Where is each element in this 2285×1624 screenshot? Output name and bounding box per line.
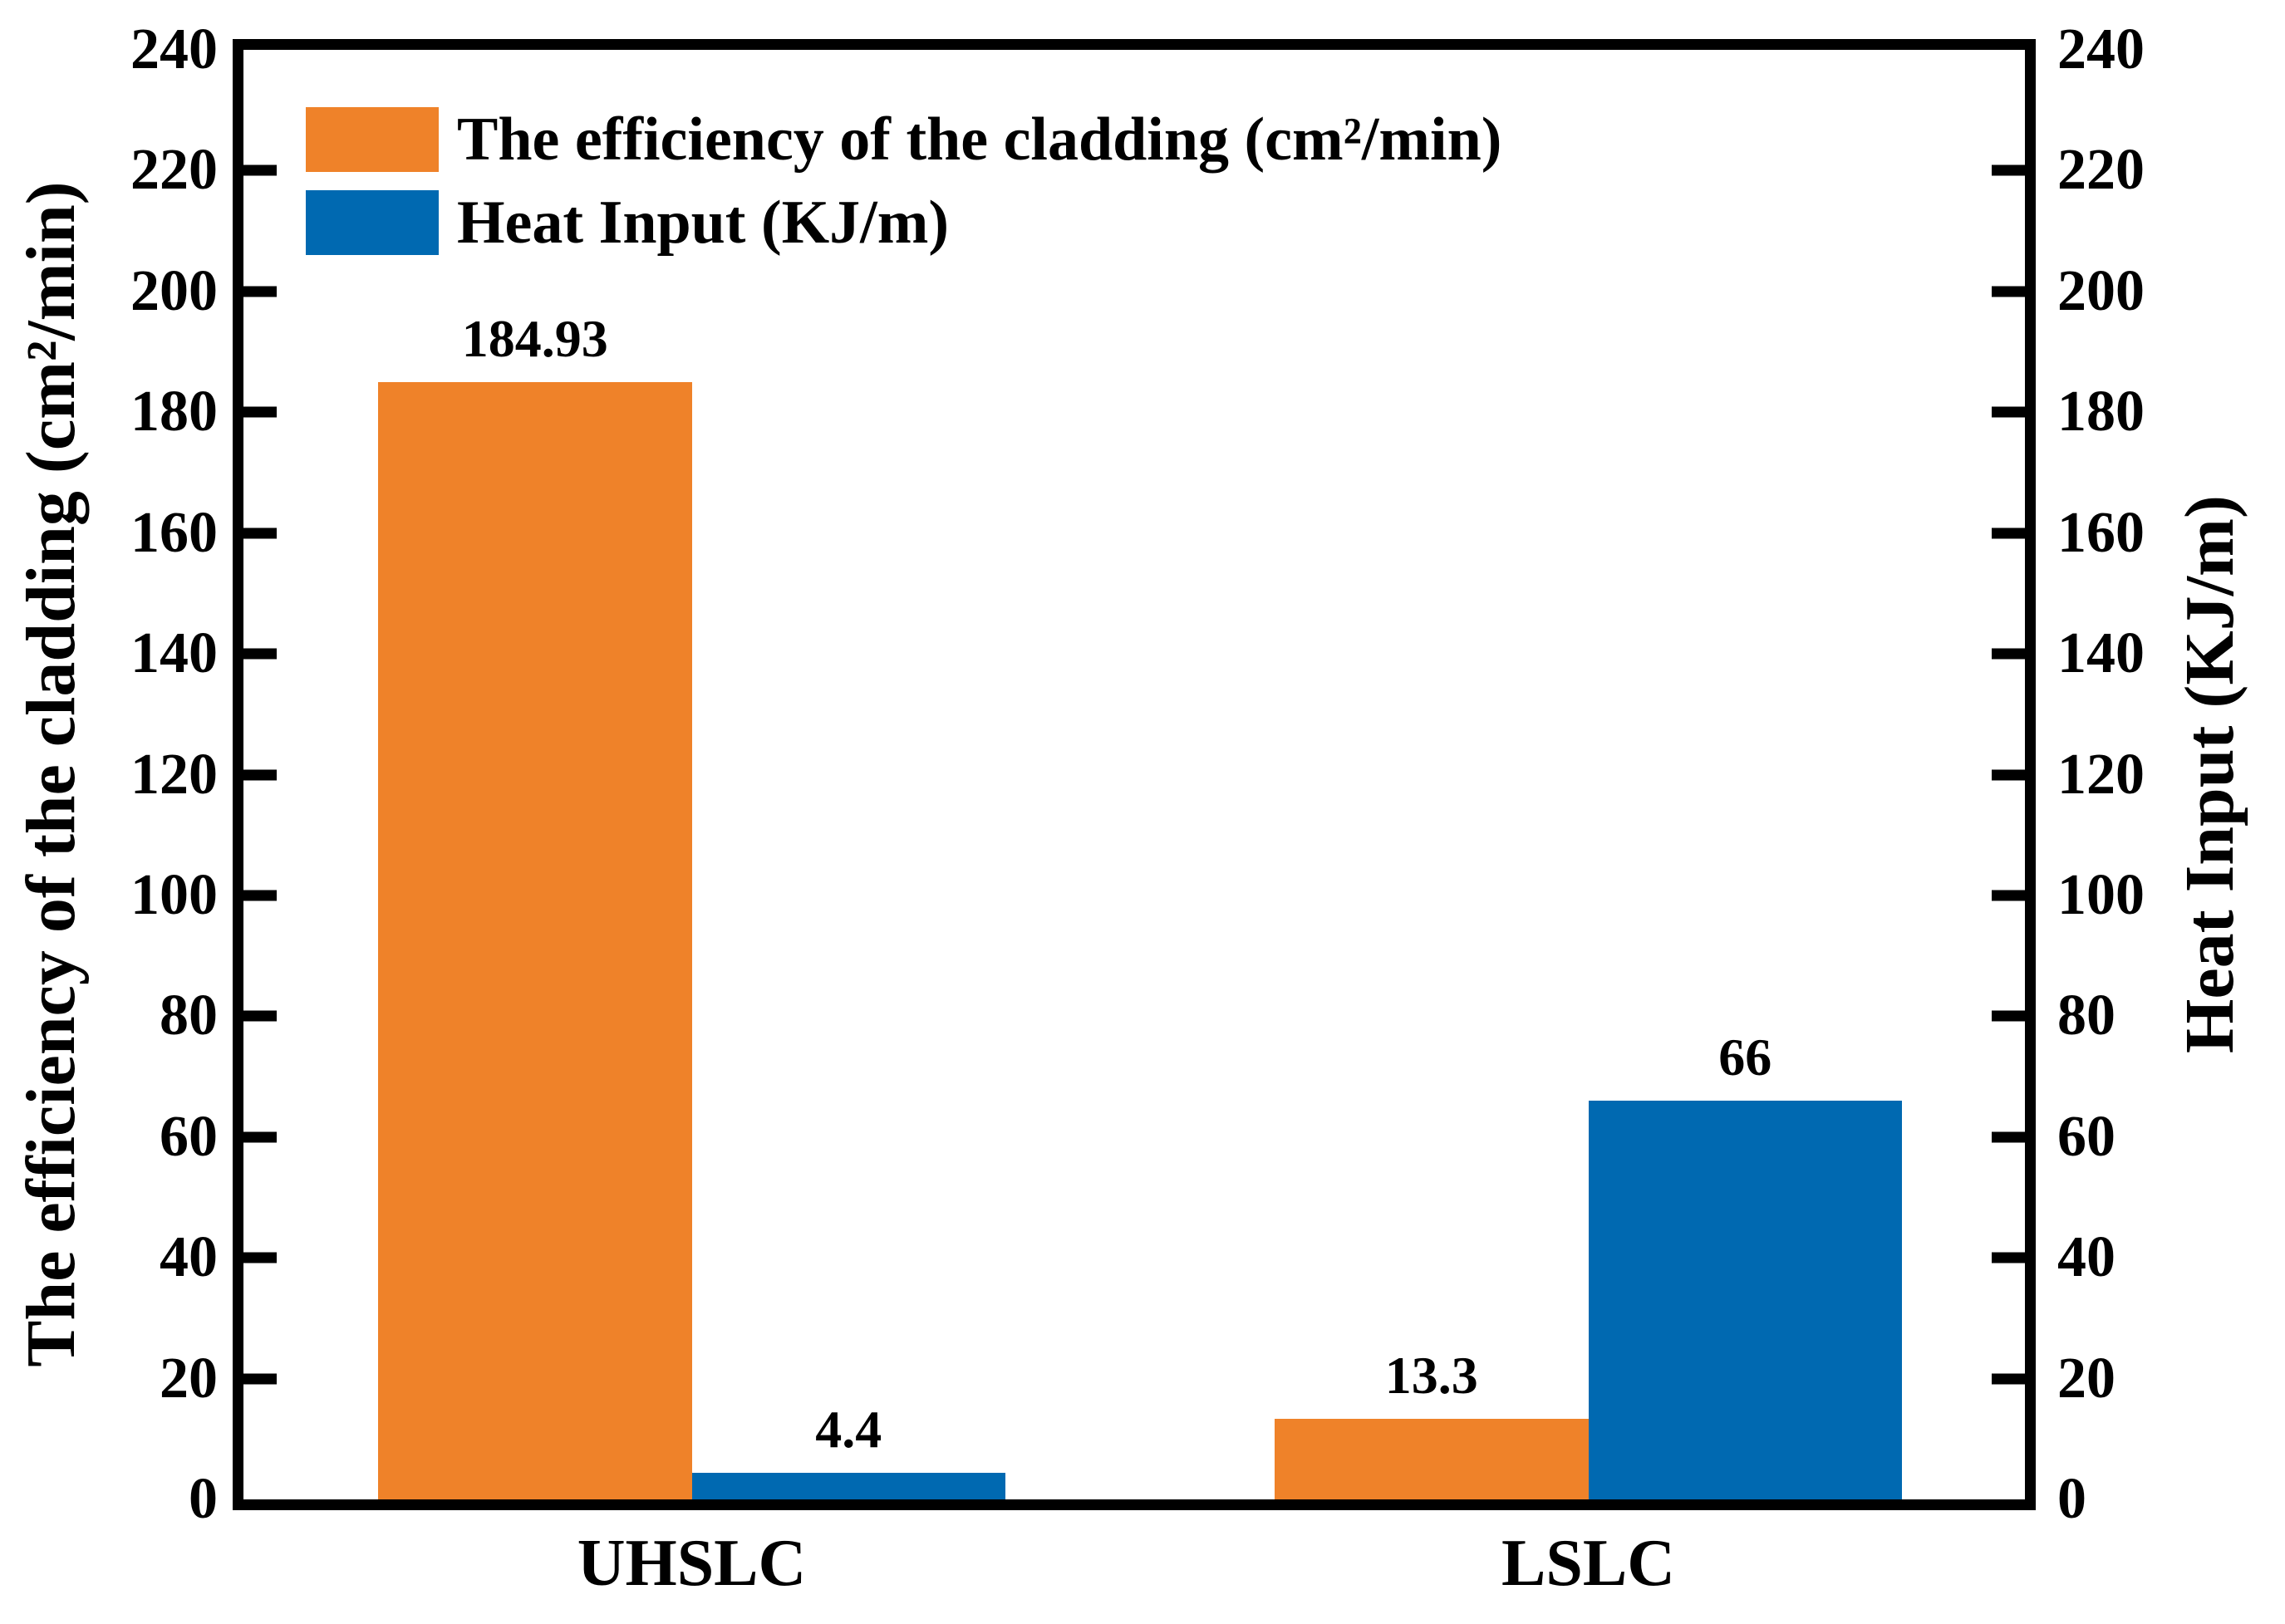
category-label-uhslc: UHSLC [577, 1527, 807, 1600]
right-axis-tick-label: 100 [2057, 862, 2145, 927]
legend-swatch-efficiency [306, 107, 439, 172]
right-axis-tick-label: 60 [2057, 1104, 2115, 1169]
left-axis-tick [243, 406, 277, 418]
bar-lslc-series-1 [1588, 1101, 1902, 1499]
legend-label-heat-input: Heat Input (KJ/m) [457, 189, 949, 257]
right-axis-tick-label: 220 [2057, 138, 2145, 203]
right-axis-tick [1992, 527, 2025, 539]
left-axis-tick-label: 220 [130, 138, 218, 203]
left-axis-tick-label: 240 [130, 17, 218, 81]
legend-label-efficiency: The efficiency of the cladding (cm²/min) [457, 105, 1502, 174]
plot-inner: 184.93 4.4 13.3 66 [243, 50, 2025, 1499]
left-axis-tick-label: 60 [160, 1104, 218, 1169]
right-axis-tick-label: 160 [2057, 500, 2145, 565]
bar-uhslc-series-1 [691, 1473, 1005, 1499]
left-axis-tick [243, 164, 277, 176]
right-axis-tick-label: 240 [2057, 17, 2145, 81]
right-axis-tick [1992, 1010, 2025, 1022]
right-axis-tick [1992, 406, 2025, 418]
category-label-lslc: LSLC [1501, 1527, 1675, 1600]
bar-value-label: 66 [1718, 1028, 1772, 1087]
right-axis-tick [1992, 1131, 2025, 1143]
legend-item-heat-input: Heat Input (KJ/m) [306, 189, 949, 256]
right-axis-tick-label: 120 [2057, 742, 2145, 807]
left-axis-tick [243, 1010, 277, 1022]
bar-uhslc-series-0 [378, 382, 692, 1499]
left-axis-tick-label: 100 [130, 862, 218, 927]
left-axis-tick-label: 0 [189, 1467, 218, 1531]
right-axis-tick-label: 140 [2057, 621, 2145, 686]
right-axis-tick-label: 40 [2057, 1225, 2115, 1290]
right-axis-tick [1992, 769, 2025, 780]
bar-value-label: 13.3 [1384, 1346, 1478, 1406]
left-axis-tick [243, 286, 277, 297]
right-axis-tick-label: 0 [2057, 1467, 2086, 1531]
right-axis-tick-labels: 0 20 40 60 80 100 120 140 160 180 200 220 240 [2046, 21, 2285, 1528]
left-axis-tick [243, 769, 277, 780]
x-axis-tick-labels: UHSLC LSLC [243, 1530, 2025, 1622]
right-axis-tick-label: 20 [2057, 1346, 2115, 1411]
right-axis-tick [1992, 890, 2025, 901]
legend-item-efficiency: The efficiency of the cladding (cm²/min) [306, 106, 1501, 173]
left-axis-tick [243, 890, 277, 901]
right-axis-tick [1992, 1373, 2025, 1385]
right-axis-tick [1992, 164, 2025, 176]
left-axis-tick [243, 1252, 277, 1263]
left-axis-tick-label: 20 [160, 1346, 218, 1411]
left-axis-tick [243, 648, 277, 660]
bar-lslc-series-0 [1275, 1419, 1589, 1499]
right-axis-tick [1992, 1252, 2025, 1263]
left-axis-tick-label: 80 [160, 984, 218, 1048]
left-axis-tick-label: 200 [130, 258, 218, 323]
bar-value-label: 4.4 [815, 1400, 882, 1460]
left-axis-tick-label: 160 [130, 500, 218, 565]
left-axis-tick-label: 180 [130, 380, 218, 444]
legend-swatch-heat-input [306, 190, 439, 255]
left-axis-tick [243, 1131, 277, 1143]
right-axis-tick-label: 80 [2057, 984, 2115, 1048]
left-axis-tick-labels: 0 20 40 60 80 100 120 140 160 180 200 220 240 [0, 21, 223, 1528]
left-axis-tick [243, 527, 277, 539]
left-axis-tick [243, 1373, 277, 1385]
left-axis-tick-label: 140 [130, 621, 218, 686]
left-axis-tick-label: 40 [160, 1225, 218, 1290]
right-axis-tick [1992, 286, 2025, 297]
right-axis-tick-label: 180 [2057, 380, 2145, 444]
left-axis-tick-label: 120 [130, 742, 218, 807]
right-axis-tick-label: 200 [2057, 258, 2145, 323]
bar-value-label: 184.93 [461, 309, 608, 369]
right-axis-tick [1992, 648, 2025, 660]
